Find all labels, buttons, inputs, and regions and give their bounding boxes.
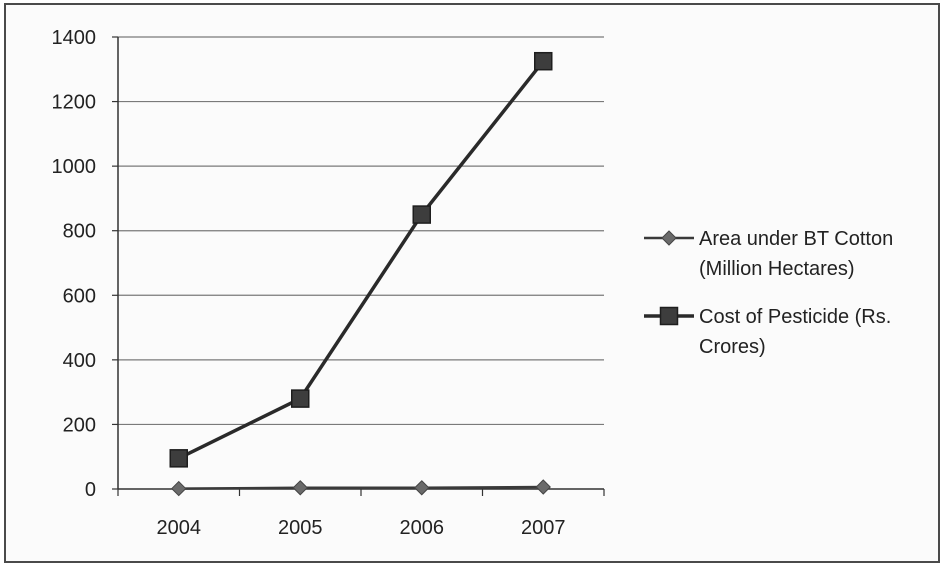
legend-item: Cost of Pesticide (Rs. Crores) xyxy=(644,306,891,358)
legend-label: Cost of Pesticide (Rs. xyxy=(699,306,891,328)
legend-label: (Million Hectares) xyxy=(699,258,855,280)
legend-swatch-marker xyxy=(659,306,679,326)
data-point xyxy=(412,205,431,224)
axes xyxy=(117,37,604,490)
data-point xyxy=(534,51,553,71)
data-point xyxy=(291,389,310,408)
data-point xyxy=(292,480,308,496)
x-axis-ticks: 2004 2005 2006 2007 xyxy=(117,489,605,539)
x-tick-label: 2004 xyxy=(157,517,202,539)
y-tick-label: 1000 xyxy=(52,156,97,178)
y-tick-label: 800 xyxy=(63,221,96,243)
gridlines xyxy=(118,36,604,426)
legend-label: Crores) xyxy=(699,336,766,358)
legend-item: Area under BT Cotton (Million Hectares) xyxy=(644,228,893,280)
data-point xyxy=(171,480,187,497)
x-tick-label: 2005 xyxy=(278,517,323,539)
data-point xyxy=(414,480,430,496)
y-tick-label: 400 xyxy=(63,350,96,372)
x-tick-label: 2007 xyxy=(521,517,566,539)
chart-frame xyxy=(4,3,940,563)
y-tick-label: 600 xyxy=(63,285,96,307)
series-line xyxy=(177,60,545,460)
data-point xyxy=(535,479,551,495)
legend-label: Area under BT Cotton xyxy=(699,228,893,250)
y-tick-label: 1200 xyxy=(52,92,97,114)
series-group xyxy=(169,51,553,497)
y-tick-label: 0 xyxy=(85,479,96,501)
x-tick-label: 2006 xyxy=(400,517,445,539)
y-tick-label: 200 xyxy=(63,414,96,436)
series-cost-of-pesticide xyxy=(169,51,553,468)
y-tick-label: 1400 xyxy=(52,27,97,49)
y-axis-ticks: 0 200 400 600 800 1000 1200 1400 xyxy=(52,27,118,501)
legend: Area under BT Cotton (Million Hectares) Co… xyxy=(644,228,893,358)
legend-swatch-marker xyxy=(661,230,677,246)
data-point xyxy=(169,449,188,468)
series-line xyxy=(178,485,544,490)
series-area-under-bt-cotton xyxy=(171,479,551,497)
